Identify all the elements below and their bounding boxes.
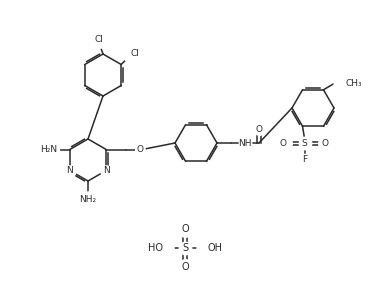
Text: CH₃: CH₃ xyxy=(345,79,362,88)
Text: HO: HO xyxy=(148,243,163,253)
Text: S: S xyxy=(182,243,188,253)
Text: O: O xyxy=(322,139,329,148)
Text: O: O xyxy=(136,145,144,154)
Text: Cl: Cl xyxy=(131,49,140,58)
Text: NH₂: NH₂ xyxy=(80,194,97,204)
Text: O: O xyxy=(181,224,189,234)
Text: F: F xyxy=(302,155,307,164)
Text: N: N xyxy=(66,166,73,175)
Text: N: N xyxy=(103,166,110,175)
Text: OH: OH xyxy=(208,243,223,253)
Text: O: O xyxy=(181,262,189,272)
Text: O: O xyxy=(255,124,262,134)
Text: O: O xyxy=(280,139,287,148)
Text: S: S xyxy=(302,139,307,148)
Text: Cl: Cl xyxy=(94,35,104,45)
Text: H₂N: H₂N xyxy=(40,145,57,154)
Text: NH: NH xyxy=(238,139,252,147)
